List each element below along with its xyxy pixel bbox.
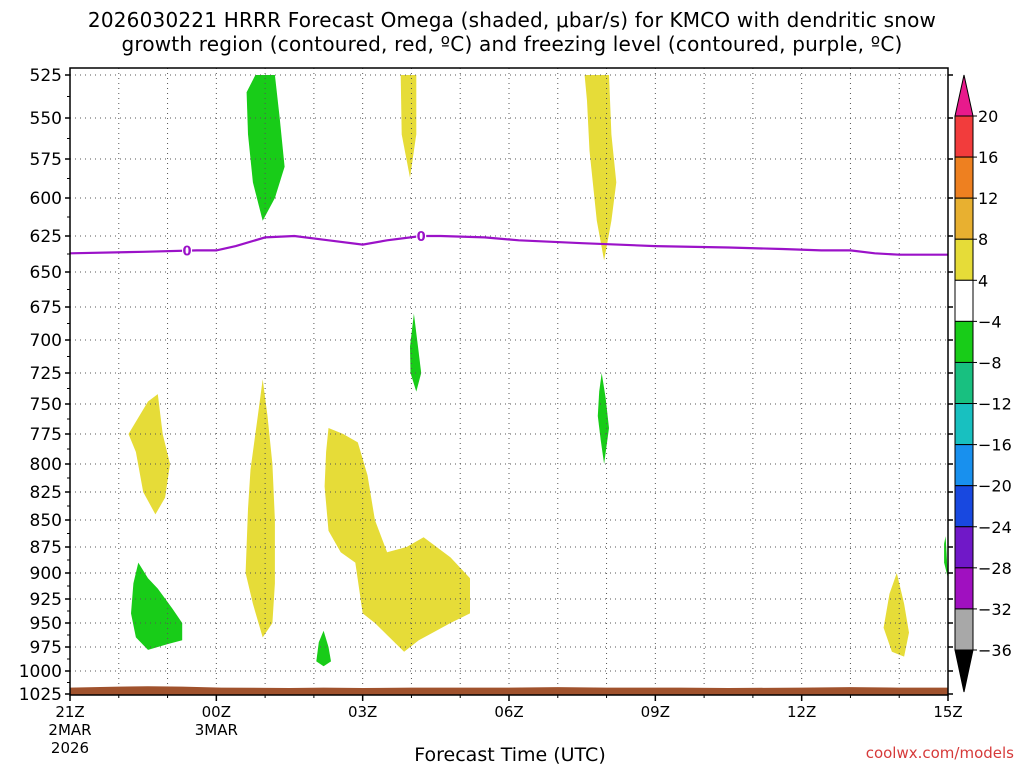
colorbar-segment-6: [954, 361, 974, 405]
colorbar-label-4: 4: [978, 271, 988, 290]
omega-green-region-5: [131, 562, 183, 650]
y-tick-label-750: 750: [30, 395, 62, 415]
colorbar-label-3: 8: [978, 230, 988, 249]
y-tick-label-650: 650: [30, 263, 62, 283]
y-tick-label-525: 525: [30, 66, 62, 86]
omega-yellow-region-4: [245, 379, 275, 638]
freezing-level-label-bg-0: [182, 242, 193, 258]
x-tick-label-12Z: 12Z: [787, 703, 816, 721]
freezing-level-label-bg-1: [416, 228, 427, 243]
plot-background: [70, 68, 948, 695]
colorbar-top-triangle: [954, 74, 974, 117]
y-tick-label-775: 775: [30, 425, 62, 445]
y-tick-label-900: 900: [30, 564, 62, 584]
x-tick-label-15Z: 15Z: [933, 703, 962, 721]
omega-yellow-region-3: [128, 394, 170, 515]
colorbar-label-0: 20: [978, 107, 998, 126]
freezing-level-label-0: 0: [183, 244, 192, 259]
colorbar-label-13: −36: [978, 641, 1012, 660]
y-tick-label-675: 675: [30, 298, 62, 318]
y-tick-label-575: 575: [30, 150, 62, 170]
colorbar-label-9: −20: [978, 477, 1012, 496]
title-line-2: growth region (contoured, red, ºC) and f…: [121, 32, 903, 56]
y-tick-label-975: 975: [30, 638, 62, 658]
omega-green-region-3: [597, 373, 609, 464]
colorbar-segment-0: [954, 115, 974, 158]
x-tick-label-09Z: 09Z: [641, 703, 670, 721]
omega-yellow-region-5: [324, 428, 470, 652]
omega-yellow-region-1: [400, 75, 417, 178]
y-tick-label-600: 600: [30, 189, 62, 209]
chart-title: 2026030221 HRRR Forecast Omega (shaded, …: [0, 8, 1024, 56]
colorbar-segment-10: [954, 526, 974, 569]
colorbar-label-8: −16: [978, 436, 1012, 455]
omega-green-region-1: [246, 75, 285, 221]
title-line-1: 2026030221 HRRR Forecast Omega (shaded, …: [87, 8, 937, 32]
x-tick-year-21Z: 2026: [51, 739, 89, 757]
omega-green-region-6: [316, 630, 331, 667]
colorbar-segment-3: [954, 238, 974, 281]
colorbar-segment-9: [954, 485, 974, 528]
colorbar-segment-7: [954, 403, 974, 446]
colorbar-label-12: −32: [978, 600, 1012, 619]
y-tick-label-950: 950: [30, 614, 62, 634]
omega-yellow-region-6: [883, 573, 909, 657]
freezing-level-line: [70, 234, 948, 256]
x-tick-label-00Z: 00Z: [202, 703, 231, 721]
omega-green-region-2: [410, 313, 422, 392]
colorbar-label-5: −4: [978, 312, 1002, 331]
colorbar-segment-4: [954, 279, 974, 322]
x-tick-sublabel-00Z: 3MAR: [195, 721, 238, 739]
colorbar-label-11: −28: [978, 559, 1012, 578]
colorbar-label-7: −12: [978, 395, 1012, 414]
y-tick-label-825: 825: [30, 483, 62, 503]
colorbar-label-2: 12: [978, 189, 998, 208]
colorbar-segment-2: [954, 197, 974, 240]
y-tick-label-925: 925: [30, 590, 62, 610]
colorbar-segment-12: [954, 608, 974, 651]
omega-yellow-region-2: [584, 75, 617, 261]
x-tick-label-06Z: 06Z: [494, 703, 523, 721]
x-tick-label-21Z: 21Z: [55, 703, 84, 721]
colorbar-label-6: −8: [978, 353, 1002, 372]
x-tick-label-03Z: 03Z: [348, 703, 377, 721]
y-tick-label-850: 850: [30, 511, 62, 531]
colorbar-label-1: 16: [978, 148, 998, 167]
colorbar-bottom-triangle: [954, 649, 974, 693]
colorbar-segment-5: [954, 320, 974, 363]
plot-area: 00: [70, 68, 948, 695]
x-axis-label: Forecast Time (UTC): [414, 744, 606, 766]
y-tick-label-1025: 1025: [19, 685, 62, 705]
y-tick-label-1000: 1000: [19, 662, 62, 682]
freezing-level-label-1: 0: [417, 230, 426, 245]
colorbar-segment-11: [954, 567, 974, 610]
colorbar-segment-8: [954, 444, 974, 487]
colorbar-segment-1: [954, 156, 974, 199]
y-tick-label-700: 700: [30, 331, 62, 351]
y-tick-label-725: 725: [30, 364, 62, 384]
x-tick-sublabel-21Z: 2MAR: [48, 721, 91, 739]
y-tick-label-800: 800: [30, 455, 62, 475]
y-tick-label-550: 550: [30, 109, 62, 129]
ground-terrain: [70, 686, 948, 695]
colorbar-label-10: −24: [978, 518, 1012, 537]
credit-link[interactable]: coolwx.com/models: [865, 744, 1014, 762]
y-tick-label-875: 875: [30, 538, 62, 558]
y-tick-label-625: 625: [30, 227, 62, 247]
